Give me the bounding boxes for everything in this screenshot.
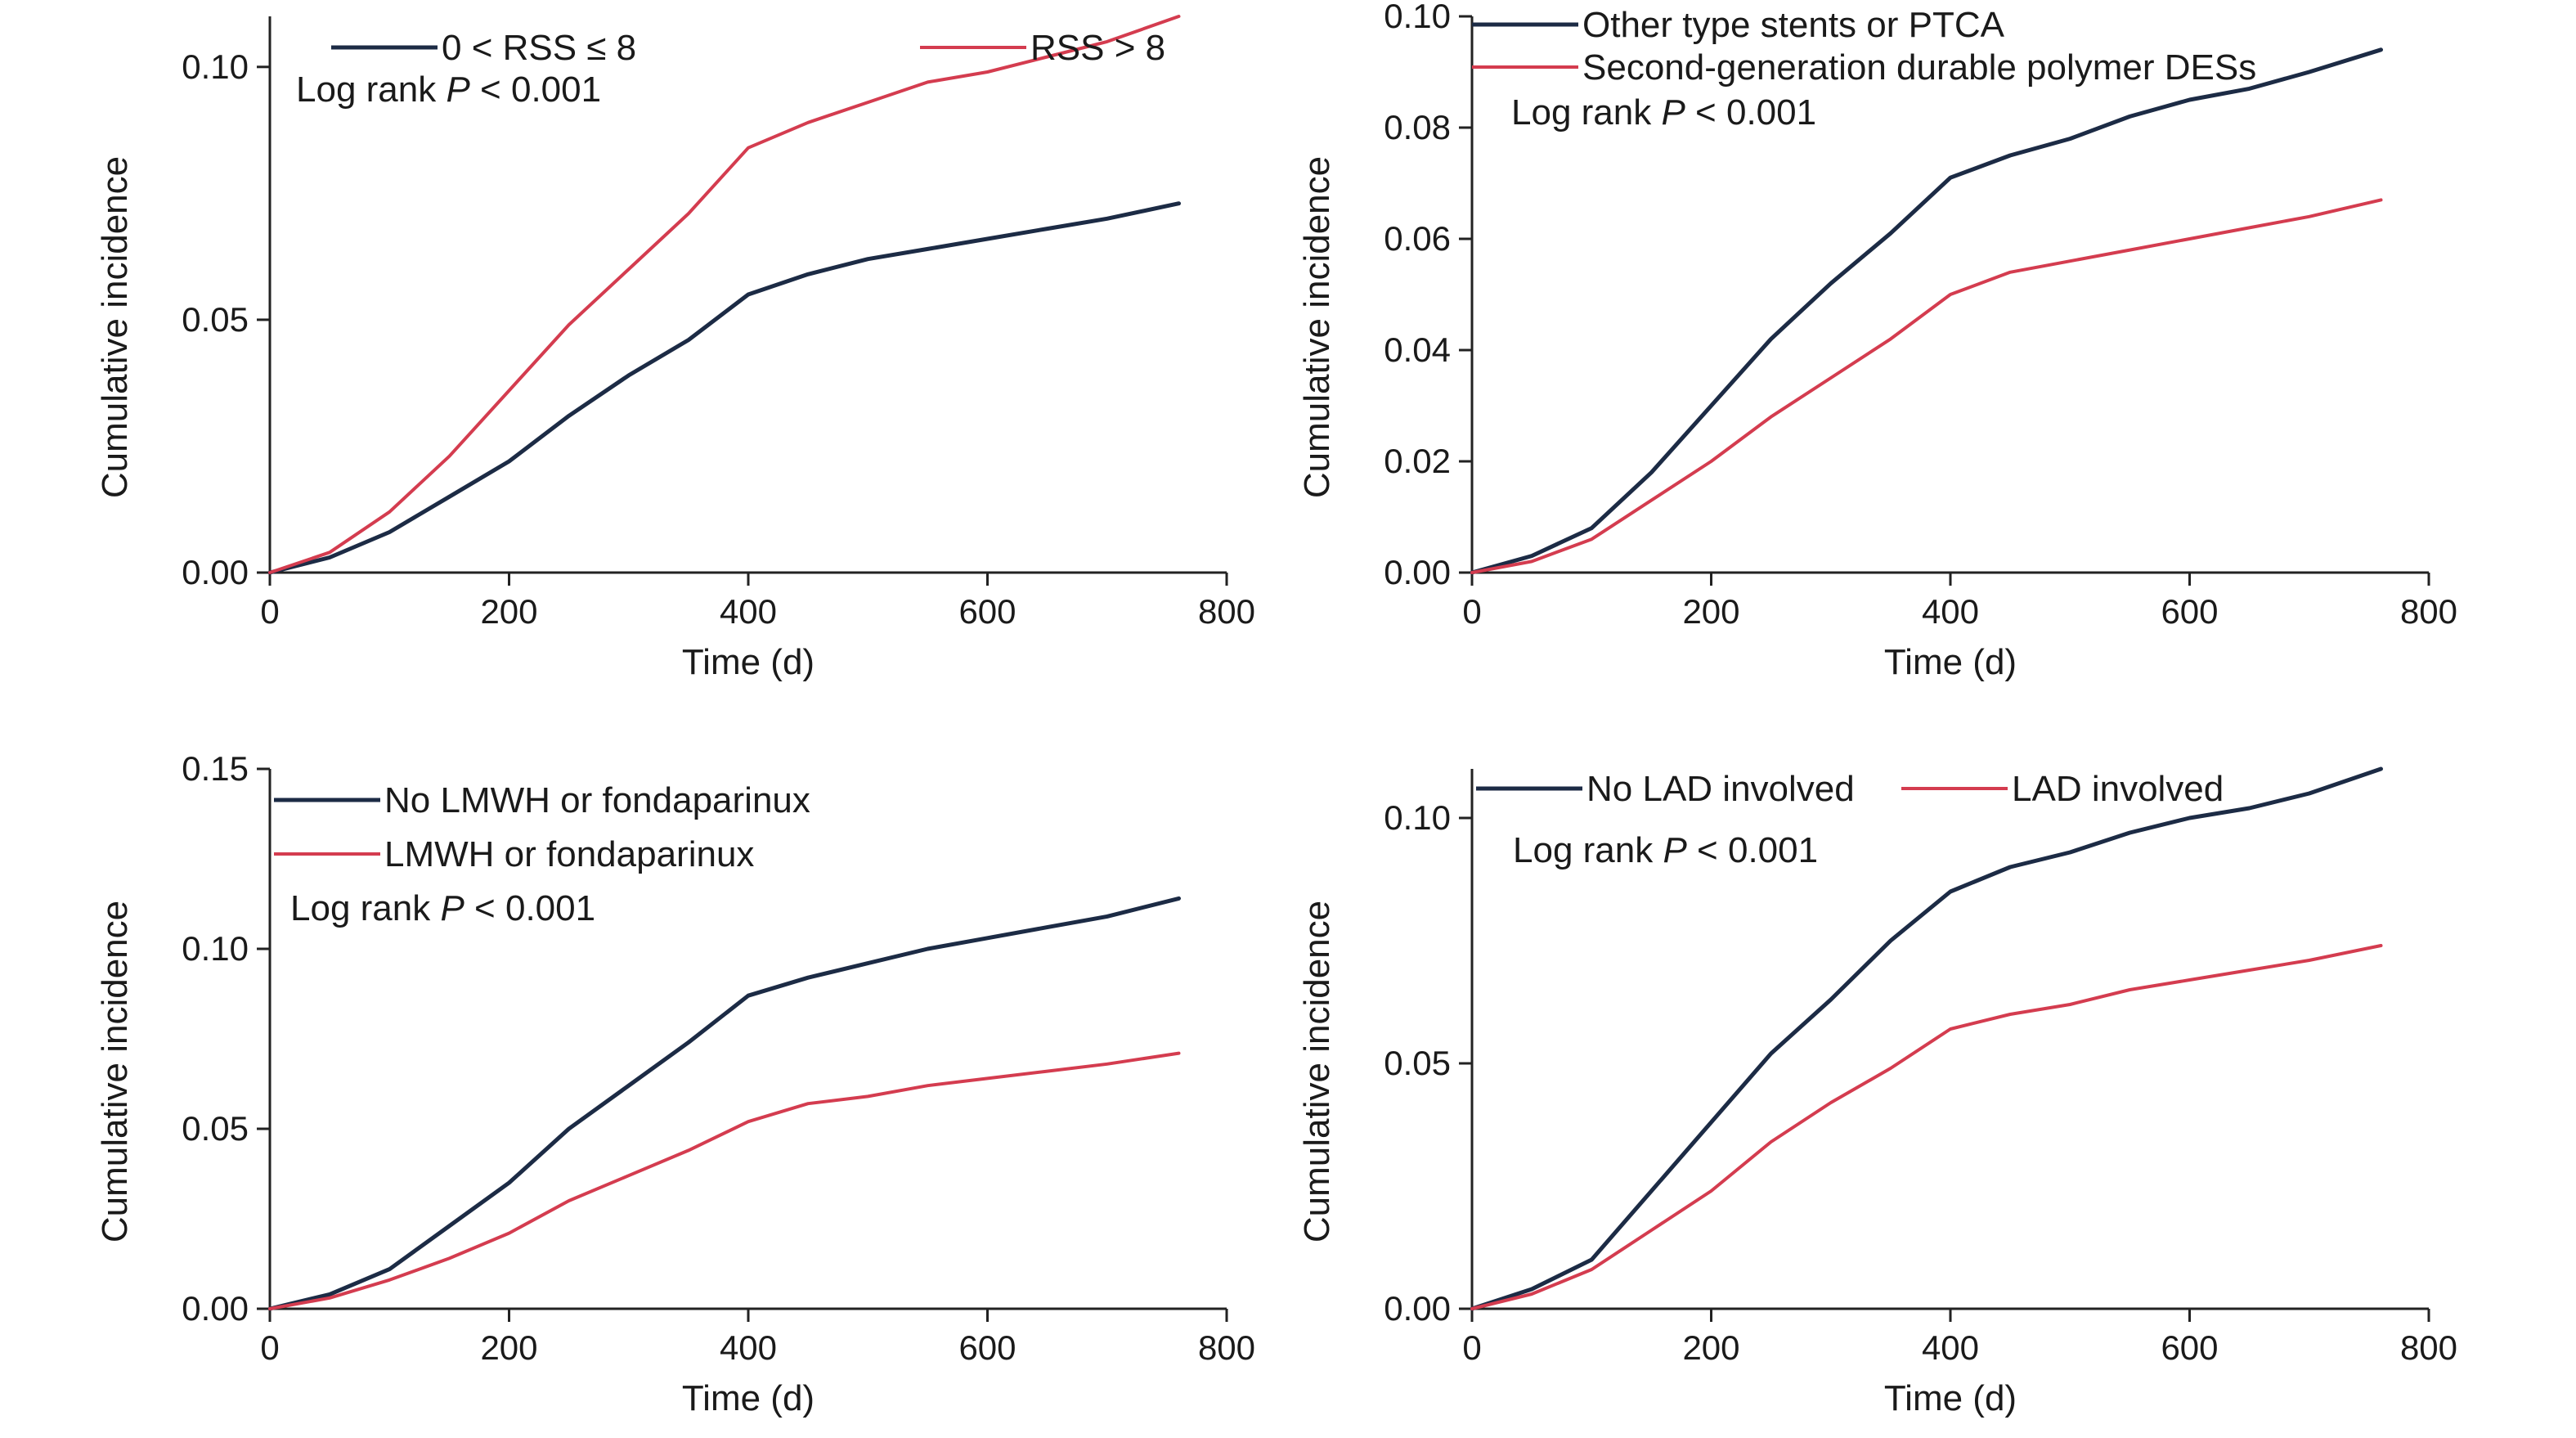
x-tick-label: 600	[2161, 592, 2218, 631]
y-tick-label: 0.10	[1384, 798, 1451, 837]
series-line-2	[268, 15, 1181, 574]
x-tick-label: 400	[720, 592, 777, 631]
legend-label-1: 0 < RSS ≤ 8	[442, 28, 636, 68]
x-tick-label: 400	[1922, 1328, 1979, 1367]
y-axis-label: Cumulative incidence	[1297, 901, 1337, 1243]
x-tick-label: 800	[2400, 1328, 2457, 1367]
x-tick-label: 800	[2400, 592, 2457, 631]
chart-panel-3: 0 200 400 600 800 0.00 0.05 0.10 0.15 Time (d) Cum…	[95, 749, 1255, 1418]
x-tick-label: 200	[1682, 592, 1739, 631]
x-axis-label: Time (d)	[1884, 642, 2017, 682]
log-rank-annotation: Log rank P < 0.001	[290, 888, 595, 928]
y-tick-label: 0.08	[1384, 108, 1451, 146]
series-line-1	[1470, 47, 2383, 575]
y-tick-label: 0.15	[182, 749, 249, 788]
y-tick-label: 0.00	[1384, 553, 1451, 591]
y-tick-label: 0.04	[1384, 330, 1451, 369]
x-tick-label: 200	[480, 592, 537, 631]
legend-label-1: Other type stents or PTCA	[1582, 5, 2005, 45]
x-tick-label: 600	[958, 592, 1016, 631]
y-tick-label: 0.10	[1384, 0, 1451, 35]
x-tick-label: 600	[958, 1328, 1016, 1367]
y-tick-label: 0.10	[182, 929, 249, 968]
y-axis-label: Cumulative incidence	[95, 156, 135, 498]
series-line-2	[268, 1051, 1181, 1310]
x-tick-label: 200	[480, 1328, 537, 1367]
legend-label-2: LAD involved	[2012, 769, 2224, 809]
legend-label-1: No LAD involved	[1586, 769, 1855, 809]
log-rank-annotation: Log rank P < 0.001	[296, 70, 601, 110]
y-tick-label: 0.00	[182, 1289, 249, 1328]
x-tick-label: 0	[260, 592, 279, 631]
chart-panel-2: 0 200 400 600 800 0.00 0.02 0.04 0.06 0.08 0.10 Tim…	[1297, 0, 2457, 682]
x-tick-label: 0	[1462, 592, 1481, 631]
y-tick-label: 0.10	[182, 47, 249, 86]
legend-label-1: No LMWH or fondaparinux	[384, 780, 810, 820]
series-line-1	[267, 896, 1181, 1311]
x-axis-label: Time (d)	[682, 1378, 815, 1418]
series-line-2	[1470, 944, 2383, 1310]
y-tick-label: 0.05	[182, 1109, 249, 1148]
x-tick-label: 400	[720, 1328, 777, 1367]
x-tick-label: 400	[1922, 592, 1979, 631]
legend-label-2: RSS > 8	[1030, 28, 1165, 68]
y-tick-label: 0.00	[182, 553, 249, 591]
x-axis-label: Time (d)	[1884, 1378, 2017, 1418]
series-line-1	[267, 201, 1181, 575]
y-tick-label: 0.00	[1384, 1289, 1451, 1328]
series-line-2	[1470, 198, 2383, 574]
x-tick-label: 800	[1198, 1328, 1255, 1367]
y-tick-label: 0.05	[182, 300, 249, 339]
chart-panel-1: 0 200 400 600 800 0.00 0.05 0.10 Time (d) Cumulat…	[95, 15, 1255, 682]
y-tick-label: 0.02	[1384, 442, 1451, 480]
y-axis-label: Cumulative incidence	[95, 901, 135, 1243]
x-tick-label: 200	[1682, 1328, 1739, 1367]
y-tick-label: 0.06	[1384, 219, 1451, 258]
log-rank-annotation: Log rank P < 0.001	[1513, 830, 1818, 870]
y-tick-label: 0.05	[1384, 1044, 1451, 1082]
x-tick-label: 0	[1462, 1328, 1481, 1367]
x-tick-label: 0	[260, 1328, 279, 1367]
legend-label-2: Second-generation durable polymer DESs	[1582, 47, 2256, 88]
legend-label-2: LMWH or fondaparinux	[384, 834, 754, 874]
series-line-1	[1470, 766, 2383, 1311]
y-axis-label: Cumulative incidence	[1297, 156, 1337, 498]
x-axis-label: Time (d)	[682, 642, 815, 682]
x-tick-label: 600	[2161, 1328, 2218, 1367]
chart-panel-4: 0 200 400 600 800 0.00 0.05 0.10 Time (d) Cumulat…	[1297, 766, 2457, 1418]
log-rank-annotation: Log rank P < 0.001	[1511, 92, 1816, 133]
x-tick-label: 800	[1198, 592, 1255, 631]
